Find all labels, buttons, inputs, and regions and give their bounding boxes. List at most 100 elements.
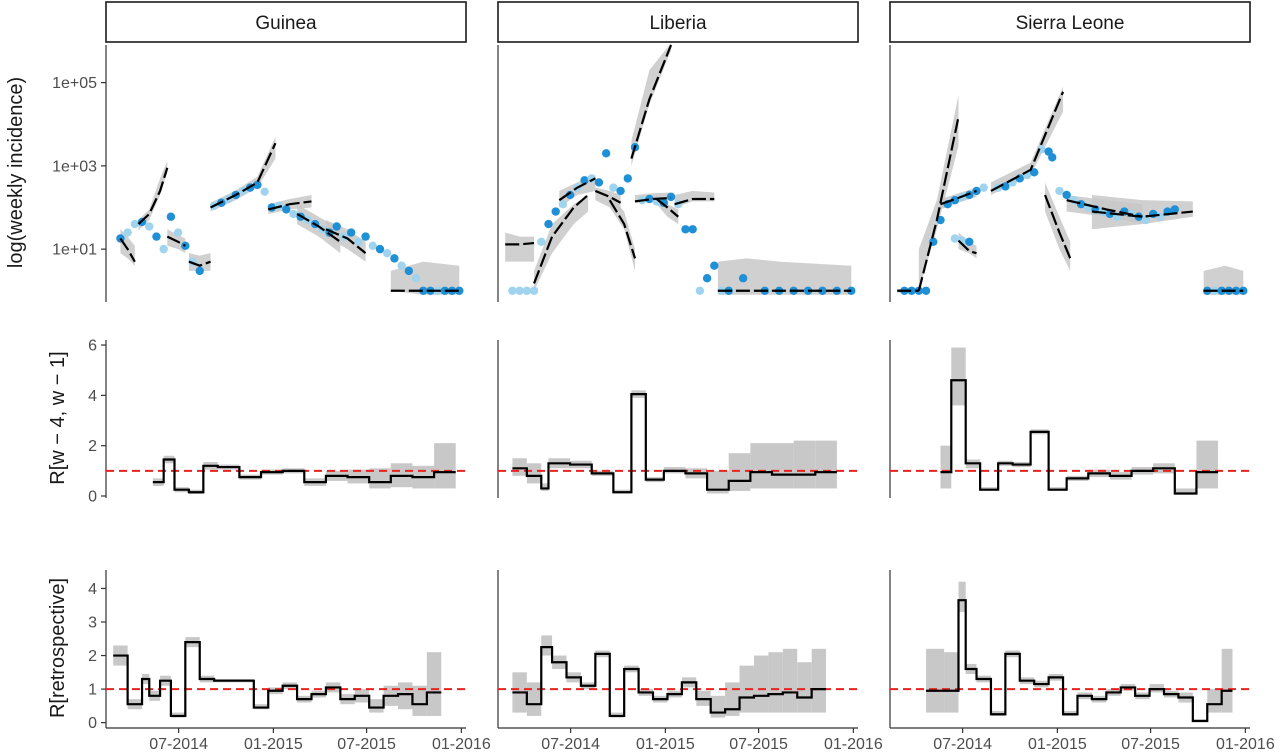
observed-point [529, 286, 539, 295]
observed-point [195, 266, 204, 276]
fit-line [210, 142, 277, 209]
r-confidence-band [434, 443, 456, 489]
r-confidence-band [541, 483, 549, 491]
observed-point [253, 180, 262, 190]
r-confidence-band [710, 695, 726, 718]
observed-point [1055, 186, 1064, 196]
observed-point [1001, 182, 1010, 191]
r-confidence-band [369, 699, 384, 713]
x-tick-label: 07-2015 [729, 736, 788, 752]
facet-title: Guinea [255, 13, 317, 34]
fit-confidence-band [1045, 182, 1071, 271]
observed-point [368, 241, 377, 251]
x-tick-label: 01-2016 [432, 736, 491, 752]
panel-r_window-sierra-leone [889, 340, 1250, 498]
observed-point [659, 198, 669, 207]
panel-r_retro-sierra-leone: 07-2014 01-2015 07-2015 01-2016 [889, 570, 1275, 752]
r-confidence-band [725, 682, 740, 716]
r-estimate-step-line [940, 379, 1219, 495]
r-confidence-band [412, 685, 427, 716]
observed-point [558, 200, 568, 209]
x-tick-label: 01-2015 [636, 736, 695, 752]
r-confidence-band [944, 652, 959, 713]
observed-point [710, 261, 719, 270]
observed-point [645, 194, 654, 204]
fit-line [558, 177, 596, 202]
fit-line [608, 199, 637, 259]
fit-line [533, 194, 589, 284]
observed-point [965, 237, 974, 246]
observed-point [455, 286, 464, 295]
y-axis-title: R[retrospective] [47, 578, 69, 718]
observed-point [383, 248, 392, 258]
observed-point [695, 286, 705, 295]
observed-point [1062, 190, 1071, 200]
fit-line [630, 44, 673, 159]
observed-point [173, 228, 183, 237]
observed-point [361, 232, 370, 241]
observed-point [551, 207, 560, 216]
r-confidence-band [753, 655, 769, 713]
r-estimate-step-line [926, 599, 1233, 723]
observed-point [965, 190, 974, 200]
r-estimate-step-line [113, 641, 442, 718]
observed-point [282, 205, 291, 214]
r-confidence-band [369, 468, 391, 489]
fit-confidence-band [609, 194, 635, 271]
r-confidence-band [1196, 440, 1219, 489]
observed-point [404, 266, 414, 276]
r-confidence-band [526, 463, 542, 484]
x-tick-label: 07-2015 [1121, 736, 1180, 752]
panel-r_window-liberia [497, 340, 858, 498]
fit-line [990, 91, 1065, 192]
observed-point [1076, 200, 1086, 209]
y-tick-label: 0 [88, 715, 97, 732]
fit-line [957, 239, 977, 255]
observed-point [375, 244, 385, 254]
observed-point [950, 195, 960, 205]
r-confidence-band [768, 652, 783, 713]
fit-line [634, 196, 672, 203]
observed-point [921, 286, 931, 295]
y-tick-label: 2 [88, 648, 97, 665]
fit-line [166, 235, 186, 247]
x-tick-label: 07-2015 [337, 736, 396, 752]
x-tick-label: 07-2014 [933, 736, 992, 752]
fit-confidence-band [505, 232, 535, 262]
y-tick-label: 6 [88, 338, 97, 355]
r-estimate-step-line [512, 392, 837, 494]
r-confidence-band [793, 440, 816, 489]
r-confidence-band [541, 635, 553, 656]
r-confidence-band [1207, 689, 1222, 713]
x-tick-label: 07-2014 [149, 736, 208, 752]
r-confidence-band [815, 440, 837, 489]
r-confidence-band [926, 648, 945, 713]
fit-line [1066, 199, 1143, 218]
observed-point [346, 228, 356, 237]
fit-confidence-band [717, 258, 852, 295]
y-tick-label: 4 [88, 388, 97, 405]
observed-point [159, 244, 168, 254]
panel-r_retro-liberia: 07-2014 01-2015 07-2015 01-2016 [497, 570, 883, 752]
r-confidence-band [512, 458, 527, 476]
observed-point [522, 286, 532, 295]
observed-point [616, 186, 625, 196]
fit-line [296, 212, 341, 243]
panel-r_window-guinea: 0 2 4 6 [88, 338, 466, 506]
r-confidence-band [958, 581, 966, 612]
panel-incidence-sierra-leone [889, 45, 1248, 302]
observed-point [354, 237, 363, 246]
r-confidence-band [811, 648, 827, 713]
facet-title: Liberia [649, 13, 706, 34]
fit-line [594, 189, 622, 204]
r-confidence-band [797, 662, 812, 713]
observed-point [123, 228, 132, 237]
fit-line [1091, 210, 1193, 218]
observed-point [1030, 168, 1039, 177]
observed-point [950, 234, 960, 243]
observed-point [1170, 205, 1180, 214]
observed-point [580, 176, 589, 185]
r-confidence-band [728, 453, 751, 491]
observed-point [544, 219, 553, 229]
observed-point [1141, 215, 1151, 225]
